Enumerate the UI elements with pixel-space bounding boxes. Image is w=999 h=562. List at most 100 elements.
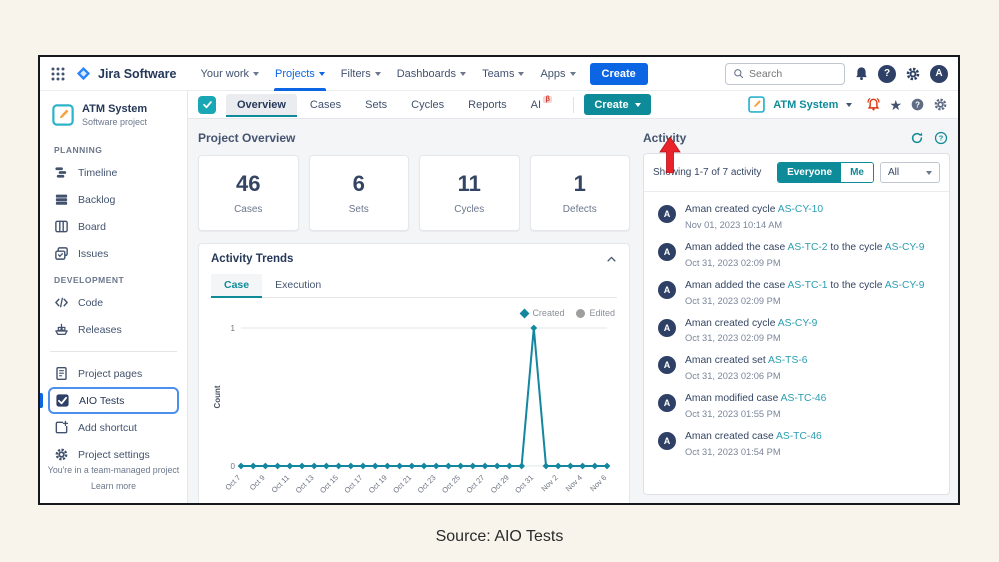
activity-timestamp: Oct 31, 2023 02:09 PM [685, 257, 781, 268]
help-icon[interactable]: ? [878, 64, 896, 83]
project-selector[interactable]: ATM System [773, 98, 839, 111]
search-icon [733, 68, 744, 79]
entity-link[interactable]: AS-CY-10 [777, 204, 824, 215]
project-header[interactable]: ATM System Software project [48, 101, 179, 137]
svg-text:Oct 13: Oct 13 [294, 473, 316, 495]
user-avatar: A [658, 318, 676, 337]
nav-dashboards[interactable]: Dashboards [389, 57, 474, 91]
pages-icon [54, 366, 69, 381]
entity-link[interactable]: AS-CY-9 [884, 241, 925, 253]
alerts-bell-icon[interactable] [866, 97, 881, 112]
aio-tabbar: Overview Cases Sets Cycles Reports AI β Create… [188, 91, 958, 119]
trend-tab-execution[interactable]: Execution [275, 279, 322, 291]
stat-card-cases[interactable]: 46 Cases [198, 155, 299, 231]
svg-text:?: ? [939, 134, 944, 143]
stat-label: Defects [562, 204, 597, 215]
activity-item: A Aman added the case AS-TC-2 to the cycl… [644, 236, 949, 274]
tab-cases[interactable]: Cases [299, 94, 352, 116]
svg-text:Oct 17: Oct 17 [342, 473, 364, 495]
svg-text:Oct 11: Oct 11 [270, 473, 292, 495]
jira-window: Jira Software Your work Projects Filters Da… [38, 55, 960, 505]
aio-create-button[interactable]: Create [584, 94, 651, 115]
sidebar-item-issues[interactable]: Issues [48, 240, 179, 267]
sidebar-item-board[interactable]: Board [48, 213, 179, 240]
activity-help-icon[interactable]: ? [934, 131, 948, 145]
everyone-me-toggle: Everyone Me [777, 162, 874, 183]
sidebar-item-timeline[interactable]: Timeline [48, 159, 179, 186]
tab-sets[interactable]: Sets [354, 94, 398, 116]
sidebar-item-releases[interactable]: Releases [48, 316, 179, 343]
nav-projects[interactable]: Projects [267, 57, 333, 91]
entity-link[interactable]: AS-TC-2 [787, 241, 828, 253]
activity-text-part: to the cycle [827, 241, 885, 253]
entity-link[interactable]: AS-CY-9 [777, 317, 818, 329]
sidebar-sections: PLANNING Timeline Backlog Board Issues DEVELO… [48, 137, 179, 343]
stat-card-sets[interactable]: 6 Sets [308, 155, 409, 231]
favorite-star-icon[interactable]: ★ [889, 96, 902, 113]
stat-card-defects[interactable]: 1 Defects [529, 155, 630, 231]
sidebar-item-project-settings[interactable]: Project settings [48, 441, 179, 468]
collapse-chevron-up-icon[interactable] [606, 254, 617, 265]
product-name: Jira Software [98, 66, 177, 81]
tab-label: Overview [237, 98, 286, 111]
aio-tests-icon [55, 393, 70, 408]
stat-card-cycles[interactable]: 11 Cycles [419, 155, 520, 231]
activity-timestamp: Oct 31, 2023 02:09 PM [685, 333, 781, 344]
sidebar-item-label: Releases [78, 323, 122, 336]
search-input[interactable] [749, 67, 829, 80]
notifications-bell-icon[interactable] [854, 66, 869, 81]
nav-your-work[interactable]: Your work [193, 57, 268, 91]
stat-value: 1 [573, 171, 586, 196]
user-avatar[interactable]: A [930, 64, 948, 83]
tab-label: AI [530, 98, 542, 111]
circle-marker-icon [576, 308, 586, 318]
chevron-down-icon[interactable] [846, 102, 853, 107]
entity-link[interactable]: AS-CY-9 [884, 279, 925, 291]
activity-filter-value: All [888, 167, 900, 178]
trend-tab-case[interactable]: Case [211, 274, 263, 298]
sidebar-item-project-pages[interactable]: Project pages [48, 360, 179, 387]
legend-edited: Edited [576, 308, 615, 318]
nav-filters[interactable]: Filters [333, 57, 389, 91]
tab-cycles[interactable]: Cycles [400, 94, 455, 116]
entity-link[interactable]: AS-TS-6 [768, 355, 808, 367]
svg-text:0: 0 [231, 462, 236, 471]
svg-text:Oct 19: Oct 19 [367, 473, 389, 495]
toggle-everyone[interactable]: Everyone [778, 163, 842, 182]
sidebar-item-label: Board [78, 220, 107, 233]
aio-create-label: Create [594, 98, 629, 111]
sidebar-item-aio-tests[interactable]: AIO Tests [40, 387, 179, 414]
aio-settings-gear-icon[interactable] [933, 97, 948, 112]
user-avatar: A [658, 242, 676, 261]
entity-link[interactable]: AS-TC-46 [776, 431, 822, 443]
tab-reports[interactable]: Reports [457, 94, 518, 116]
global-search[interactable] [725, 62, 845, 85]
entity-link[interactable]: AS-TC-1 [787, 279, 828, 291]
sidebar-item-code[interactable]: Code [48, 289, 179, 316]
entity-link[interactable]: AS-TC-46 [780, 393, 827, 405]
app-switcher-grid-icon[interactable] [50, 66, 66, 82]
nav-apps[interactable]: Apps [532, 57, 583, 91]
activity-item: A Aman modified case AS-TC-46 Oct 31, 2023… [644, 387, 949, 425]
sidebar-section-title: PLANNING [54, 145, 103, 155]
settings-gear-icon[interactable] [905, 66, 921, 82]
tab-overview[interactable]: Overview [226, 93, 297, 117]
tab-ai[interactable]: AI β [520, 94, 564, 116]
nav-label: Dashboards [396, 67, 457, 80]
sidebar-item-backlog[interactable]: Backlog [48, 186, 179, 213]
sidebar-item-add-shortcut[interactable]: Add shortcut [48, 414, 179, 441]
global-create-button[interactable]: Create [589, 62, 648, 85]
svg-text:Count: Count [213, 385, 222, 408]
sidebar-item-label: Timeline [78, 166, 118, 179]
nav-teams[interactable]: Teams [474, 57, 532, 91]
refresh-icon[interactable] [910, 131, 924, 145]
activity-filter-dropdown[interactable]: All [880, 162, 940, 183]
beta-badge: β [543, 95, 553, 103]
chevron-down-icon [253, 71, 260, 76]
jira-logo[interactable]: Jira Software [76, 66, 177, 81]
aio-help-icon[interactable]: ? [910, 97, 925, 112]
learn-more-link[interactable]: Learn more [91, 481, 136, 492]
sidebar-item-label: Project pages [78, 367, 143, 380]
activity-text: Aman created cycle AS-CY-9 [685, 318, 817, 331]
toggle-me[interactable]: Me [841, 163, 873, 182]
